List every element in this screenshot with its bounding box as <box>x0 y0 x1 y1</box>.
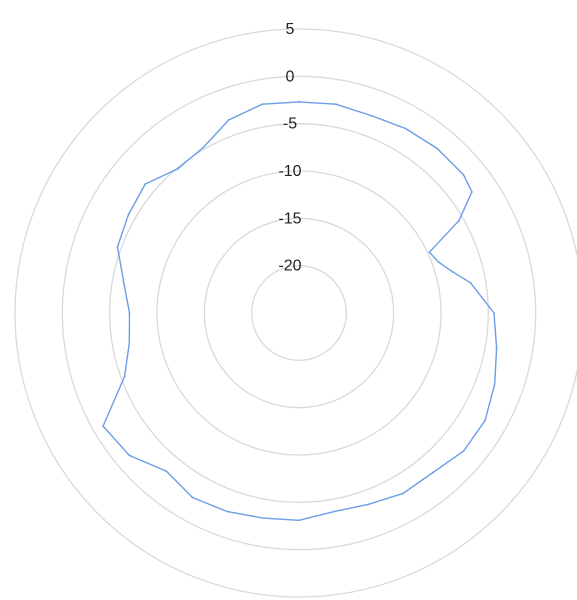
grid-ring <box>156 170 442 456</box>
data-point <box>298 101 300 103</box>
data-point <box>227 119 230 121</box>
data-point <box>451 270 454 273</box>
data-point <box>128 342 131 344</box>
data-point <box>261 103 264 106</box>
data-point <box>493 312 495 314</box>
data-point <box>334 103 337 106</box>
data-point <box>225 510 228 513</box>
data-point <box>469 281 472 284</box>
data-point <box>102 425 104 427</box>
data-point <box>128 454 131 457</box>
data-point <box>462 174 465 176</box>
data-point <box>437 261 440 264</box>
radial-tick-label: -10 <box>278 163 301 180</box>
data-point <box>333 510 335 513</box>
grid-ring <box>203 217 395 409</box>
data-point <box>370 114 372 117</box>
radial-tick-label: 5 <box>286 21 295 38</box>
grid-ring <box>14 28 577 598</box>
data-point <box>191 496 194 499</box>
data-point <box>404 127 407 130</box>
data-point <box>471 191 473 193</box>
data-point <box>493 383 496 386</box>
radial-tick-label: -15 <box>278 210 301 227</box>
data-point <box>128 312 131 314</box>
radial-grid <box>14 28 577 598</box>
series-line <box>102 101 498 521</box>
series-layer <box>102 101 498 522</box>
data-point <box>402 492 404 495</box>
data-point <box>122 281 125 283</box>
data-point <box>165 470 168 472</box>
data-point <box>484 419 486 422</box>
data-point <box>127 213 130 216</box>
grid-ring <box>61 75 537 551</box>
data-point <box>123 375 126 378</box>
grid-ring <box>109 123 489 503</box>
data-point <box>177 167 179 170</box>
radial-tick-label: 0 <box>286 68 295 85</box>
data-point <box>462 450 465 452</box>
data-point <box>495 347 498 349</box>
radial-tick-label: -20 <box>278 258 301 275</box>
grid-ring <box>251 265 347 361</box>
data-point <box>261 517 264 519</box>
data-point <box>202 146 205 149</box>
radial-tick-label: -5 <box>283 116 297 133</box>
data-point <box>298 519 300 522</box>
data-point <box>367 503 370 506</box>
data-point <box>428 251 431 254</box>
data-point <box>458 219 460 222</box>
data-point <box>144 183 147 185</box>
data-point <box>116 246 119 248</box>
data-point <box>436 147 438 150</box>
radial-tick-labels: -20 -15 -10 -5 0 5 <box>278 21 301 275</box>
data-point <box>432 471 434 474</box>
